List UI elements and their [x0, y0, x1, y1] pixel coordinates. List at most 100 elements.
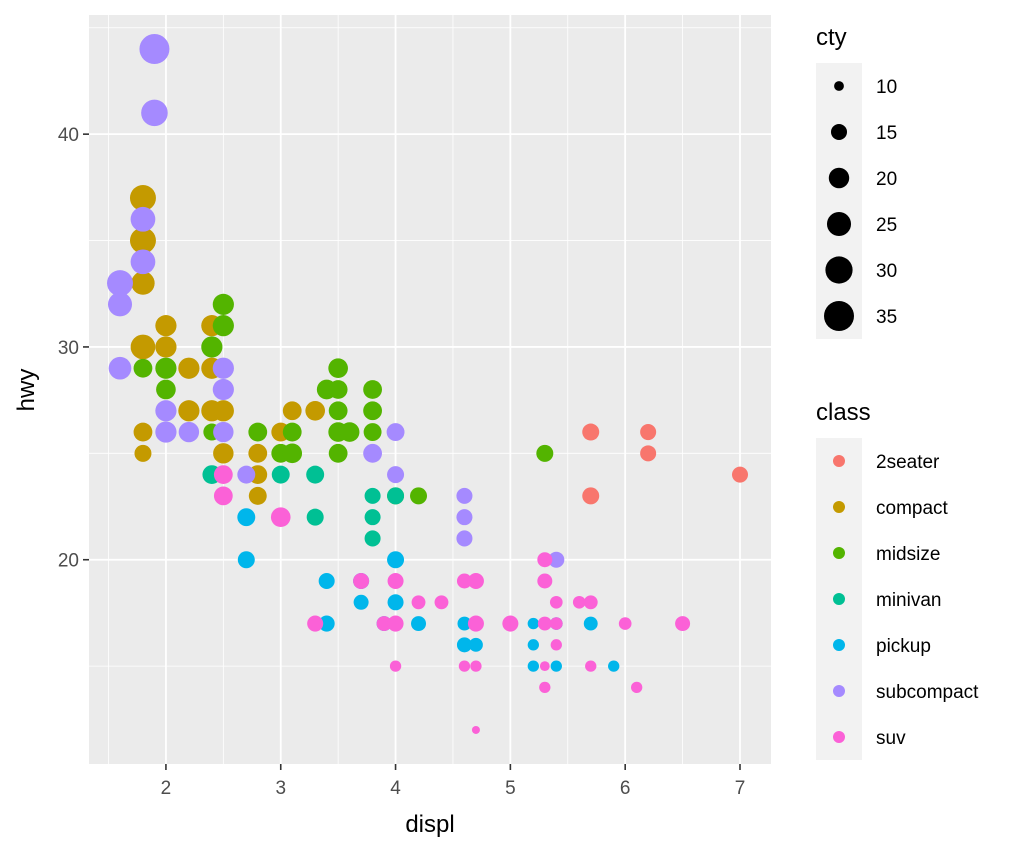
color-legend-label: compact: [876, 498, 949, 519]
data-point-suv: [434, 595, 449, 610]
data-point-compact: [155, 336, 177, 358]
data-point-pickup: [457, 616, 472, 631]
size-legend-key: [826, 211, 852, 237]
data-point-suv: [618, 617, 632, 630]
data-point-suv: [467, 615, 484, 632]
data-point-midsize: [363, 423, 382, 442]
data-point-suv: [471, 725, 480, 734]
x-tick-label: 5: [505, 778, 516, 799]
data-point-subcompact: [139, 34, 170, 65]
data-point-subcompact: [130, 249, 156, 275]
data-point-midsize: [339, 422, 360, 442]
data-point-pickup: [468, 637, 483, 652]
data-point-pickup: [411, 616, 427, 632]
data-point-midsize: [282, 422, 302, 442]
data-point-compact: [282, 401, 302, 421]
data-point-suv: [585, 660, 597, 672]
data-point-minivan: [364, 509, 381, 526]
data-point-suv: [353, 572, 370, 590]
y-tick-label: 20: [58, 551, 79, 572]
data-point-subcompact: [548, 551, 565, 568]
data-point-suv: [550, 639, 562, 651]
data-point-compact: [129, 227, 156, 254]
data-point-pickup: [456, 637, 472, 653]
size-legend-label: 20: [876, 169, 897, 190]
x-tick-label: 4: [390, 778, 401, 799]
data-point-pickup: [583, 616, 598, 631]
data-point-midsize: [156, 379, 176, 400]
data-point-suv: [537, 616, 552, 631]
size-legend: cty 10 15 20 25 30 35: [816, 24, 897, 339]
data-point-minivan: [364, 487, 381, 504]
size-legend-key: [828, 167, 850, 189]
data-point-suv: [675, 616, 691, 632]
size-legend-key: [830, 123, 848, 141]
color-legend-key-pickup: [833, 639, 845, 651]
data-point-subcompact: [456, 509, 473, 526]
data-point-midsize: [363, 380, 382, 399]
data-point-subcompact: [178, 421, 200, 443]
color-legend: class 2seater compact midsize minivan pickup…: [816, 399, 979, 760]
size-legend-key: [824, 301, 854, 331]
x-tick-label: 7: [735, 778, 746, 799]
data-point-suv: [213, 486, 233, 506]
data-point-suv: [537, 573, 553, 589]
data-point-suv: [572, 595, 586, 609]
data-point-compact: [178, 400, 200, 422]
data-point-suv: [539, 661, 550, 672]
grid-major: [89, 15, 771, 764]
data-point-minivan: [271, 465, 290, 484]
data-point-suv: [631, 681, 643, 694]
data-point-compact: [131, 271, 155, 295]
data-point-subcompact: [130, 206, 156, 232]
data-point-suv: [583, 595, 598, 610]
data-point-midsize: [282, 443, 303, 464]
grid-minor: [89, 15, 771, 764]
data-point-minivan: [306, 508, 324, 526]
color-legend-label: suv: [876, 728, 906, 749]
data-point-subcompact: [387, 466, 405, 484]
data-point-compact: [155, 315, 177, 337]
data-point-midsize: [212, 315, 234, 337]
data-point-pickup: [318, 572, 335, 590]
data-point-midsize: [155, 357, 177, 379]
color-legend-key-compact: [833, 501, 845, 513]
color-legend-key-2seater: [833, 455, 845, 467]
data-point-midsize: [328, 443, 348, 463]
x-tick-label: 2: [161, 778, 172, 799]
data-point-pickup: [527, 660, 539, 672]
size-legend-label: 35: [876, 307, 897, 328]
color-legend-label: 2seater: [876, 452, 940, 473]
data-point-midsize: [328, 358, 348, 379]
data-point-suv: [470, 660, 482, 672]
y-axis: 20 30 40: [58, 125, 89, 572]
data-point-compact: [213, 443, 234, 464]
data-point-compact: [130, 334, 156, 360]
size-legend-label: 15: [876, 123, 897, 144]
data-point-pickup: [550, 660, 562, 672]
data-point-compact: [133, 422, 153, 442]
data-point-subcompact: [237, 465, 256, 484]
data-point-compact: [134, 444, 152, 462]
size-legend-key: [825, 256, 853, 284]
color-legend-key-subcompact: [833, 685, 845, 697]
data-point-subcompact: [456, 530, 473, 547]
y-tick-label: 30: [58, 338, 79, 359]
data-point-subcompact: [108, 356, 132, 380]
data-point-suv: [387, 615, 404, 632]
data-point-pickup: [527, 639, 539, 651]
data-point-subcompact: [107, 270, 133, 297]
data-point-subcompact: [155, 400, 177, 422]
color-legend-title: class: [816, 399, 871, 426]
data-point-suv: [270, 507, 291, 527]
y-axis-title: hwy: [13, 369, 40, 412]
plot-panel: [89, 15, 771, 764]
data-point-suv: [467, 572, 484, 590]
data-point-midsize: [328, 401, 348, 421]
data-point-suv: [411, 595, 426, 610]
data-point-pickup: [608, 660, 620, 672]
data-point-subcompact: [363, 443, 382, 463]
x-tick-label: 3: [275, 778, 286, 799]
x-tick-label: 6: [620, 778, 631, 799]
